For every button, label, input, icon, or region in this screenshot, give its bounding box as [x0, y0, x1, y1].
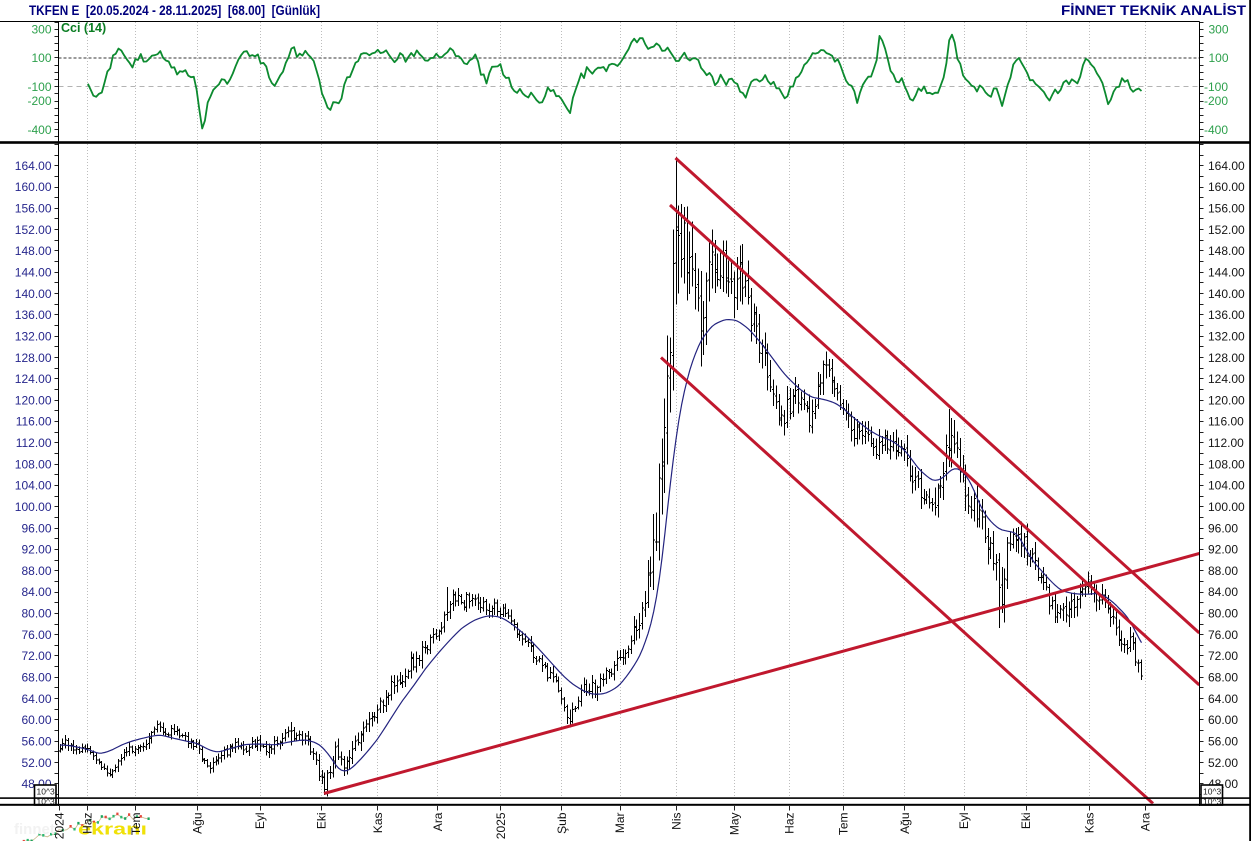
svg-text:Ağu: Ağu: [190, 813, 204, 834]
svg-text:144.00: 144.00: [1208, 266, 1245, 280]
svg-text:112.00: 112.00: [16, 436, 52, 450]
svg-text:2024: 2024: [53, 812, 67, 839]
svg-text:10^3: 10^3: [1203, 787, 1221, 797]
svg-text:104.00: 104.00: [1208, 479, 1245, 493]
svg-text:80.00: 80.00: [21, 607, 51, 621]
svg-text:Nis: Nis: [669, 813, 683, 830]
svg-text:108.00: 108.00: [15, 457, 52, 471]
svg-text:10^3: 10^3: [37, 787, 55, 797]
svg-text:Kas: Kas: [1083, 813, 1097, 834]
svg-text:64.00: 64.00: [1208, 692, 1238, 706]
svg-text:120.00: 120.00: [15, 393, 52, 407]
svg-text:136.00: 136.00: [1208, 308, 1245, 322]
svg-text:Mar: Mar: [613, 813, 627, 834]
svg-text:May: May: [727, 813, 741, 836]
svg-text:72.00: 72.00: [21, 649, 51, 663]
svg-text:164.00: 164.00: [1208, 159, 1245, 173]
svg-text:56.00: 56.00: [1208, 735, 1238, 749]
svg-text:Eki: Eki: [1019, 813, 1033, 830]
svg-text:300: 300: [31, 23, 51, 37]
svg-text:68.00: 68.00: [21, 671, 51, 685]
svg-text:100: 100: [31, 51, 51, 65]
svg-text:160.00: 160.00: [15, 180, 52, 194]
svg-text:Şub: Şub: [555, 812, 569, 834]
svg-text:88.00: 88.00: [21, 564, 51, 578]
svg-text:116.00: 116.00: [1208, 415, 1244, 429]
svg-text:56.00: 56.00: [21, 735, 51, 749]
svg-text:136.00: 136.00: [15, 308, 52, 322]
svg-text:-100: -100: [1204, 80, 1228, 94]
svg-text:Eki: Eki: [314, 813, 328, 830]
svg-text:128.00: 128.00: [1208, 351, 1245, 365]
svg-text:152.00: 152.00: [1208, 223, 1245, 237]
svg-text:124.00: 124.00: [15, 372, 52, 386]
svg-text:132.00: 132.00: [1208, 329, 1245, 343]
svg-text:120.00: 120.00: [1208, 393, 1245, 407]
svg-text:-200: -200: [27, 94, 51, 108]
svg-text:116.00: 116.00: [16, 415, 52, 429]
svg-text:148.00: 148.00: [1208, 244, 1245, 258]
svg-text:80.00: 80.00: [1208, 607, 1238, 621]
svg-text:108.00: 108.00: [1208, 457, 1245, 471]
svg-text:140.00: 140.00: [15, 287, 52, 301]
svg-text:10^3: 10^3: [37, 797, 55, 807]
svg-text:156.00: 156.00: [15, 202, 52, 216]
svg-text:72.00: 72.00: [1208, 649, 1238, 663]
svg-text:132.00: 132.00: [15, 329, 52, 343]
svg-text:Eyl: Eyl: [957, 813, 971, 830]
svg-text:52.00: 52.00: [21, 756, 51, 770]
svg-text:Kas: Kas: [371, 813, 385, 834]
svg-text:128.00: 128.00: [15, 351, 52, 365]
svg-text:92.00: 92.00: [1208, 543, 1238, 557]
svg-text:144.00: 144.00: [15, 266, 52, 280]
svg-text:Ağu: Ağu: [898, 813, 912, 834]
svg-text:-100: -100: [27, 80, 51, 94]
svg-text:152.00: 152.00: [15, 223, 52, 237]
svg-text:FİNNET TEKNİK ANALİST: FİNNET TEKNİK ANALİST: [1061, 3, 1247, 18]
svg-text:92.00: 92.00: [21, 543, 51, 557]
svg-text:ekranı: ekranı: [78, 821, 147, 839]
svg-text:-400: -400: [1204, 123, 1228, 137]
svg-text:2025: 2025: [494, 812, 508, 839]
svg-text:60.00: 60.00: [1208, 713, 1238, 727]
svg-text:76.00: 76.00: [1208, 628, 1238, 642]
svg-text:-200: -200: [1204, 94, 1228, 108]
svg-text:Ara: Ara: [1139, 812, 1153, 831]
svg-text:100: 100: [1209, 51, 1229, 65]
svg-text:104.00: 104.00: [15, 479, 52, 493]
svg-text:Ara: Ara: [431, 812, 445, 831]
svg-text:10^3: 10^3: [1203, 797, 1221, 807]
svg-text:84.00: 84.00: [21, 585, 51, 599]
svg-text:84.00: 84.00: [1208, 585, 1238, 599]
svg-text:160.00: 160.00: [1208, 180, 1245, 194]
svg-text:148.00: 148.00: [15, 244, 52, 258]
svg-text:156.00: 156.00: [1208, 202, 1245, 216]
svg-text:140.00: 140.00: [1208, 287, 1245, 301]
svg-text:76.00: 76.00: [21, 628, 51, 642]
svg-text:finnet: finnet: [14, 821, 55, 838]
svg-text:100.00: 100.00: [1208, 500, 1245, 514]
svg-text:164.00: 164.00: [15, 159, 52, 173]
svg-text:124.00: 124.00: [1208, 372, 1245, 386]
svg-text:Cci (14): Cci (14): [61, 21, 106, 35]
svg-text:Tem: Tem: [129, 812, 143, 835]
svg-text:Tem: Tem: [836, 812, 850, 835]
svg-text:68.00: 68.00: [1208, 671, 1238, 685]
svg-text:Eyl: Eyl: [253, 813, 267, 830]
svg-text:52.00: 52.00: [1208, 756, 1238, 770]
svg-text:Haz: Haz: [783, 813, 797, 834]
svg-text:96.00: 96.00: [21, 521, 51, 535]
svg-text:96.00: 96.00: [1208, 521, 1238, 535]
svg-text:100.00: 100.00: [15, 500, 52, 514]
svg-text:-400: -400: [27, 123, 51, 137]
svg-text:300: 300: [1209, 23, 1229, 37]
svg-text:Haz: Haz: [81, 813, 95, 834]
svg-text:60.00: 60.00: [21, 713, 51, 727]
svg-text:88.00: 88.00: [1208, 564, 1238, 578]
svg-text:64.00: 64.00: [21, 692, 51, 706]
svg-text:TKFEN E [20.05.2024 - 28.11.2: TKFEN E [20.05.2024 - 28.11.2025] [68.00…: [29, 3, 320, 18]
svg-text:112.00: 112.00: [1208, 436, 1244, 450]
